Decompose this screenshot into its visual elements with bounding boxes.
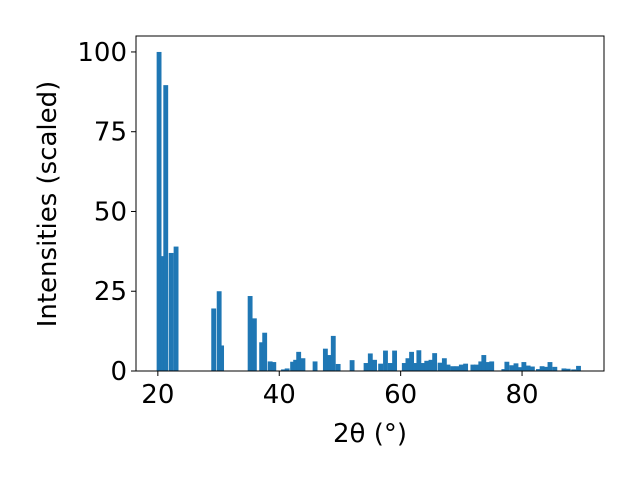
bar (437, 362, 443, 371)
bar (251, 318, 257, 371)
bar (481, 355, 487, 371)
bar (383, 350, 388, 371)
bar (267, 361, 273, 371)
bar (211, 308, 217, 371)
bar (372, 359, 377, 371)
bar (450, 366, 456, 371)
bar (349, 360, 355, 371)
bar (513, 363, 519, 371)
bar (363, 363, 369, 371)
bar (163, 85, 169, 371)
bar (432, 353, 438, 371)
bar (576, 365, 581, 371)
bar (474, 364, 479, 371)
x-tick-label: 40 (263, 380, 296, 410)
bar (262, 332, 268, 371)
bar (416, 350, 422, 371)
y-tick-label: 100 (77, 38, 127, 68)
y-axis-label: Intensities (scaled) (33, 81, 63, 328)
bar (367, 353, 373, 371)
bar (478, 361, 484, 371)
bar (517, 367, 523, 371)
bar (552, 366, 558, 371)
y-tick-label: 75 (94, 118, 127, 148)
bar (405, 358, 411, 371)
bar (547, 362, 553, 371)
bar (168, 252, 174, 371)
bar (312, 361, 318, 371)
y-tick-label: 25 (94, 277, 127, 307)
bar (504, 361, 510, 371)
bar (219, 345, 225, 371)
bar (335, 363, 341, 371)
bar (296, 351, 302, 371)
bar (271, 362, 277, 371)
bar (529, 366, 535, 371)
bar (521, 362, 527, 371)
bar (424, 360, 430, 371)
bar (501, 369, 507, 371)
bar (458, 364, 464, 371)
bar (327, 355, 333, 371)
bar (247, 296, 253, 371)
bar (173, 246, 179, 371)
bar (284, 368, 290, 371)
x-tick-label: 20 (141, 380, 174, 410)
bar (156, 51, 162, 371)
x-tick-label: 60 (384, 380, 417, 410)
bar (441, 358, 447, 371)
bar (525, 365, 531, 371)
bar (445, 364, 451, 371)
bar (216, 291, 222, 371)
bar (571, 369, 577, 371)
bar (539, 366, 545, 371)
bar (536, 369, 541, 371)
bar (160, 256, 166, 371)
y-tick-label: 0 (110, 357, 127, 387)
bar (281, 369, 286, 371)
bar (259, 342, 265, 371)
bar (412, 363, 418, 371)
bar (300, 358, 306, 371)
bar (330, 335, 336, 371)
bar (293, 359, 299, 371)
bar (454, 366, 460, 371)
x-axis-label: 2θ (°) (333, 419, 407, 449)
bar (463, 363, 469, 371)
bar (565, 368, 571, 371)
bar (387, 363, 393, 371)
bar (489, 361, 495, 371)
bar (428, 359, 434, 371)
bar (420, 363, 426, 371)
bar (392, 350, 398, 371)
bar (485, 362, 490, 371)
bar (409, 351, 415, 371)
y-tick-label: 50 (94, 197, 127, 227)
x-tick-label: 80 (506, 380, 539, 410)
bar (378, 363, 384, 371)
bar (470, 364, 476, 371)
bar (509, 365, 515, 371)
bar (290, 361, 296, 371)
bar (561, 368, 567, 371)
bar (322, 348, 328, 371)
bar (543, 366, 549, 371)
plot-frame (135, 35, 605, 372)
bar (401, 363, 407, 371)
